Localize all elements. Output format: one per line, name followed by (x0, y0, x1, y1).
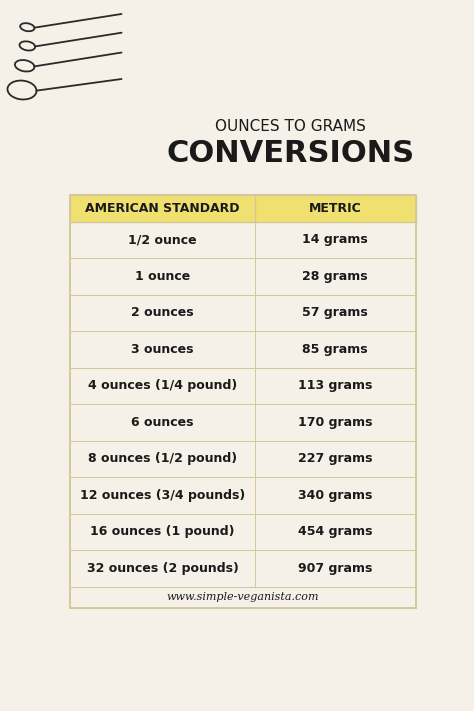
Text: 85 grams: 85 grams (302, 343, 368, 356)
Text: OUNCES TO GRAMS: OUNCES TO GRAMS (215, 119, 366, 134)
Bar (70, 550, 416, 587)
Text: 16 ounces (1 pound): 16 ounces (1 pound) (91, 525, 235, 538)
Bar (70, 368, 416, 404)
Bar (70, 587, 416, 608)
Text: www.simple-veganista.com: www.simple-veganista.com (167, 592, 319, 602)
Text: 6 ounces: 6 ounces (131, 416, 194, 429)
Text: 14 grams: 14 grams (302, 233, 368, 247)
Bar (70, 195, 416, 222)
Text: 8 ounces (1/2 pound): 8 ounces (1/2 pound) (88, 452, 237, 466)
Text: 28 grams: 28 grams (302, 270, 368, 283)
Bar (70, 294, 416, 331)
Text: 170 grams: 170 grams (298, 416, 373, 429)
Bar (70, 195, 416, 608)
Text: 12 ounces (3/4 pounds): 12 ounces (3/4 pounds) (80, 489, 245, 502)
Bar (70, 331, 416, 368)
Text: METRIC: METRIC (309, 202, 362, 215)
Text: 3 ounces: 3 ounces (131, 343, 194, 356)
Text: 2 ounces: 2 ounces (131, 306, 194, 319)
Text: 4 ounces (1/4 pound): 4 ounces (1/4 pound) (88, 380, 237, 392)
Bar (70, 258, 416, 294)
Text: 1 ounce: 1 ounce (135, 270, 190, 283)
Text: 227 grams: 227 grams (298, 452, 373, 466)
Text: CONVERSIONS: CONVERSIONS (167, 139, 415, 169)
Bar (70, 441, 416, 477)
Bar (70, 222, 416, 258)
Text: 32 ounces (2 pounds): 32 ounces (2 pounds) (87, 562, 238, 575)
Text: 57 grams: 57 grams (302, 306, 368, 319)
Text: 454 grams: 454 grams (298, 525, 373, 538)
Text: 340 grams: 340 grams (298, 489, 373, 502)
Text: AMERICAN STANDARD: AMERICAN STANDARD (85, 202, 240, 215)
Text: 1/2 ounce: 1/2 ounce (128, 233, 197, 247)
Text: 113 grams: 113 grams (298, 380, 373, 392)
Text: 907 grams: 907 grams (298, 562, 373, 575)
Bar (70, 404, 416, 441)
Bar (70, 477, 416, 513)
Bar (70, 513, 416, 550)
